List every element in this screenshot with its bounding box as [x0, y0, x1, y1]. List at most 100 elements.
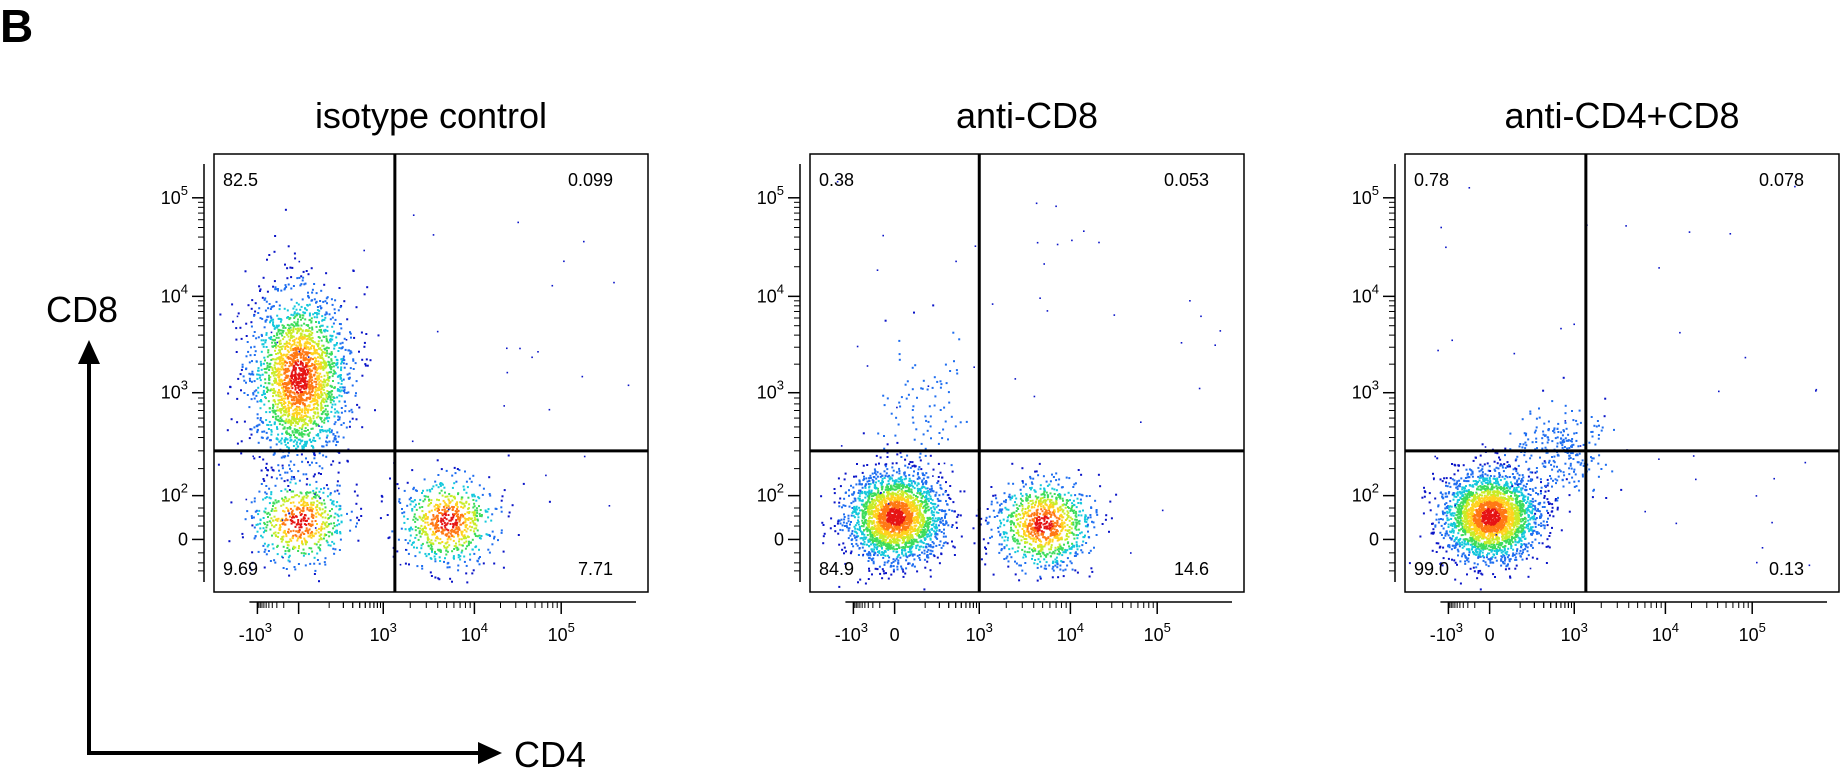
event-dot: [454, 510, 457, 513]
event-dot: [300, 374, 302, 376]
event-dot: [249, 428, 252, 431]
event-dot: [282, 556, 284, 559]
event-dot: [268, 336, 271, 339]
event-dot: [279, 519, 282, 522]
event-dot: [907, 562, 910, 565]
event-dot: [251, 299, 254, 302]
event-dot: [289, 362, 292, 365]
event-dot: [304, 341, 307, 344]
event-dot: [871, 573, 873, 576]
event-dot: [248, 361, 251, 364]
event-dot: [311, 362, 314, 365]
event-dot: [305, 399, 308, 402]
event-dot: [260, 364, 263, 367]
event-dot: [454, 545, 457, 548]
event-dot: [250, 515, 253, 518]
event-dot: [438, 556, 441, 559]
event-dot: [275, 518, 278, 521]
event-dot: [249, 379, 251, 382]
event-dot: [294, 368, 297, 371]
event-dot: [282, 393, 285, 396]
event-dot: [308, 358, 311, 361]
event-dot: [918, 509, 921, 512]
event-dot: [608, 505, 611, 507]
event-dot: [855, 506, 858, 509]
event-dot: [446, 509, 449, 512]
event-dot: [427, 545, 430, 548]
event-dot: [929, 521, 932, 523]
event-dot: [289, 357, 292, 360]
event-dot: [320, 407, 323, 410]
event-dot: [343, 391, 346, 394]
event-dot: [294, 347, 297, 349]
event-dot: [412, 518, 415, 521]
event-dot: [926, 556, 929, 559]
event-dot: [265, 466, 267, 469]
event-dot: [284, 368, 287, 371]
event-dot: [265, 333, 268, 336]
event-dot: [323, 487, 326, 490]
event-dot: [833, 525, 836, 527]
event-dot: [321, 352, 324, 355]
event-dot: [308, 348, 311, 351]
event-dot: [857, 497, 860, 500]
event-dot: [418, 532, 421, 535]
event-dot: [277, 356, 280, 359]
event-dot: [324, 328, 327, 331]
event-dot: [307, 334, 310, 337]
event-dot: [309, 421, 312, 424]
x-tick-label: -103: [239, 620, 272, 645]
event-dot: [277, 336, 280, 339]
event-dot: [309, 352, 312, 354]
event-dot: [251, 370, 254, 373]
event-dot: [283, 401, 286, 404]
event-dot: [444, 512, 447, 515]
event-dot: [445, 503, 448, 506]
event-dot: [919, 490, 922, 493]
event-dot: [462, 514, 465, 517]
event-dot: [913, 521, 916, 524]
event-dot: [448, 519, 451, 522]
event-dot: [253, 457, 256, 460]
event-dot: [548, 408, 551, 411]
event-dot: [258, 490, 261, 493]
event-dot: [435, 503, 437, 506]
event-dot: [288, 574, 291, 577]
event-dot: [276, 314, 279, 317]
event-dot: [328, 394, 331, 397]
event-dot: [441, 508, 444, 511]
event-dot: [465, 501, 468, 504]
event-dot: [323, 527, 326, 530]
event-dot: [436, 525, 439, 528]
event-dot: [467, 507, 470, 510]
event-dot: [862, 509, 865, 512]
event-dot: [406, 481, 409, 484]
event-dot: [317, 360, 320, 363]
event-dot: [305, 368, 308, 371]
event-dot: [255, 337, 258, 340]
event-dot: [270, 429, 273, 431]
event-dot: [272, 392, 275, 394]
event-dot: [348, 376, 351, 379]
event-dot: [488, 476, 491, 479]
event-dot: [448, 566, 451, 569]
event-dot: [480, 535, 483, 537]
event-dot: [305, 386, 308, 389]
event-dot: [322, 380, 325, 383]
event-dot: [321, 406, 324, 409]
event-dot: [326, 390, 329, 393]
event-dot: [288, 331, 291, 334]
event-dot: [434, 480, 437, 483]
event-dot: [334, 411, 337, 414]
event-dot: [268, 439, 271, 442]
event-dot: [895, 520, 898, 523]
event-dot: [217, 463, 220, 466]
event-dot: [325, 539, 328, 542]
event-dot: [308, 483, 311, 486]
event-dot: [290, 345, 293, 348]
event-dot: [447, 504, 450, 507]
event-dot: [911, 465, 914, 468]
event-dot: [470, 518, 473, 521]
event-dot: [266, 362, 269, 365]
event-dot: [413, 546, 415, 549]
